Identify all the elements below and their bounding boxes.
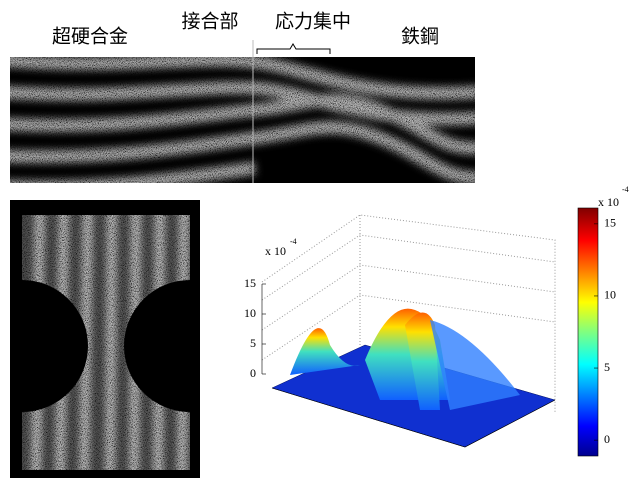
colorbar-exponent: -4	[622, 185, 629, 194]
surface-exponent: -4	[290, 237, 297, 246]
label-stress: 応力集中	[275, 11, 351, 33]
z-tick-label: 10	[244, 306, 256, 320]
colorbar-tick-label: 5	[604, 360, 610, 374]
z-tick-label: 5	[250, 336, 256, 350]
figure: 超硬合金 接合部 応力集中 鉄鋼 x 10 -4	[0, 0, 640, 484]
surface-plot	[262, 215, 555, 447]
colorbar-tick-label: 15	[604, 216, 616, 230]
colorbar-tick-label: 0	[604, 432, 610, 446]
surface-scale: x 10	[265, 244, 286, 258]
z-tick-label: 15	[244, 276, 256, 290]
colorbar-tick-label: 10	[604, 288, 616, 302]
label-carbide: 超硬合金	[52, 26, 128, 48]
z-tick-label: 0	[250, 366, 256, 380]
colorbar	[578, 208, 598, 456]
colorbar-scale: x 10	[598, 195, 619, 209]
label-steel: 鉄鋼	[401, 26, 439, 48]
interferogram-specimen	[10, 200, 200, 480]
label-joint: 接合部	[181, 11, 238, 33]
bracket	[257, 44, 330, 54]
interferogram-top	[0, 40, 480, 187]
